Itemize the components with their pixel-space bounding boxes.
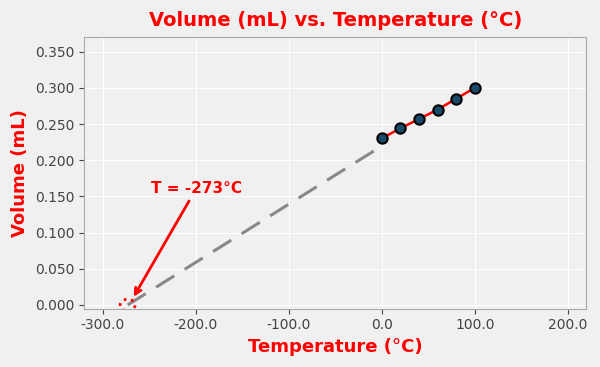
Point xyxy=(470,85,479,91)
Point xyxy=(451,96,461,102)
Point xyxy=(395,126,405,131)
Point xyxy=(433,107,442,113)
Point xyxy=(377,135,386,141)
X-axis label: Temperature (°C): Temperature (°C) xyxy=(248,338,422,356)
Point xyxy=(414,116,424,122)
Title: Volume (mL) vs. Temperature (°C): Volume (mL) vs. Temperature (°C) xyxy=(149,11,522,30)
Text: T = -273°C: T = -273°C xyxy=(135,181,242,294)
Y-axis label: Volume (mL): Volume (mL) xyxy=(11,109,29,237)
